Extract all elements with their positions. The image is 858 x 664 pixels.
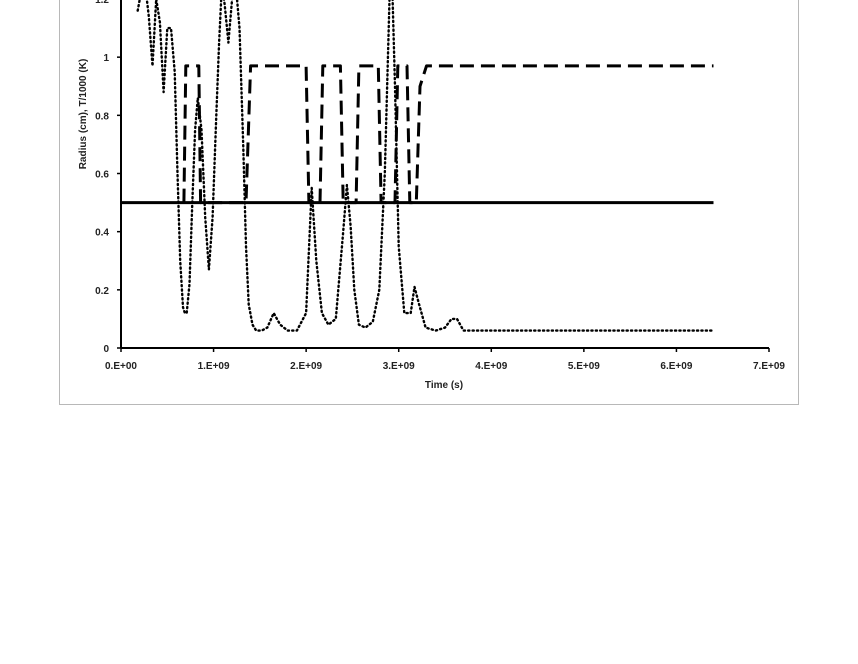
- series-line-dotted: [136, 0, 715, 332]
- axes-layer: [120, 0, 769, 349]
- x-tick-label: 3.E+09: [383, 361, 415, 372]
- y-tick-label: 1.2: [95, 0, 109, 6]
- ticks-layer: 0.E+00 1.E+09 2.E+09 3.E+09 4.E+09 5.E+09 6.E+…: [95, 0, 785, 372]
- x-tick-label: 5.E+09: [568, 361, 600, 372]
- y-tick-label: 0.4: [95, 228, 109, 239]
- series-line-dashed: [182, 64, 714, 205]
- y-tick-label: 0.2: [95, 286, 109, 297]
- y-tick-label: 0: [103, 344, 109, 355]
- y-tick-label: 0.8: [95, 111, 109, 122]
- series-layer: [121, 0, 715, 332]
- x-tick-label: 0.E+00: [105, 361, 137, 372]
- x-tick-label: 2.E+09: [290, 361, 322, 372]
- y-tick-label: 0.6: [95, 170, 109, 181]
- x-tick-label: 7.E+09: [753, 361, 785, 372]
- x-axis-title: Time (s): [425, 380, 463, 391]
- y-axis-title: Radius (cm), T/1000 (K): [78, 59, 89, 170]
- y-tick-label: 1: [103, 53, 109, 64]
- x-tick-label: 6.E+09: [660, 361, 692, 372]
- x-tick-label: 4.E+09: [475, 361, 507, 372]
- x-tick-label: 1.E+09: [198, 361, 230, 372]
